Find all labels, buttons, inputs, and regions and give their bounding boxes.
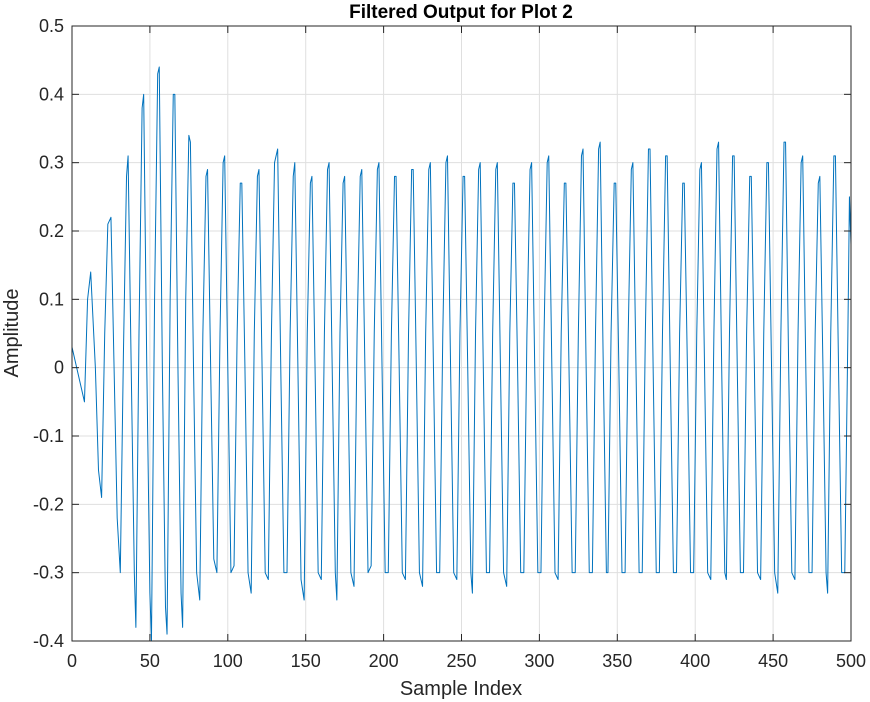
- y-tick-label: 0.1: [39, 289, 64, 309]
- y-tick-label: -0.2: [33, 494, 64, 514]
- series-layer: [72, 66, 851, 641]
- y-tick-label: 0.4: [39, 84, 64, 104]
- x-tick-label: 50: [140, 651, 160, 671]
- x-tick-label: 300: [524, 651, 554, 671]
- ticks: [71, 25, 852, 642]
- y-tick-label: -0.4: [33, 631, 64, 651]
- series-line: [72, 66, 851, 641]
- x-tick-label: 200: [369, 651, 399, 671]
- x-tick-label: 250: [446, 651, 476, 671]
- x-tick-label: 500: [836, 651, 866, 671]
- chart-title: Filtered Output for Plot 2: [349, 2, 573, 23]
- x-tick-label: 400: [680, 651, 710, 671]
- y-tick-label: -0.3: [33, 563, 64, 583]
- x-axis-label: Sample Index: [400, 678, 522, 700]
- x-tick-label: 150: [291, 651, 321, 671]
- x-tick-label: 350: [602, 651, 632, 671]
- y-tick-label: 0.2: [39, 221, 64, 241]
- x-tick-label: 0: [67, 651, 77, 671]
- y-tick-label: -0.1: [33, 426, 64, 446]
- tick-labels: 0 50 100 150 200 250 300 350 400 450 500 -0.4 -0.3 -0…: [33, 16, 866, 671]
- x-tick-label: 450: [758, 651, 788, 671]
- y-tick-label: 0.3: [39, 153, 64, 173]
- y-tick-label: 0: [54, 358, 64, 378]
- x-tick-label: 100: [213, 651, 243, 671]
- y-tick-label: 0.5: [39, 16, 64, 36]
- y-axis-label: Amplitude: [1, 289, 23, 378]
